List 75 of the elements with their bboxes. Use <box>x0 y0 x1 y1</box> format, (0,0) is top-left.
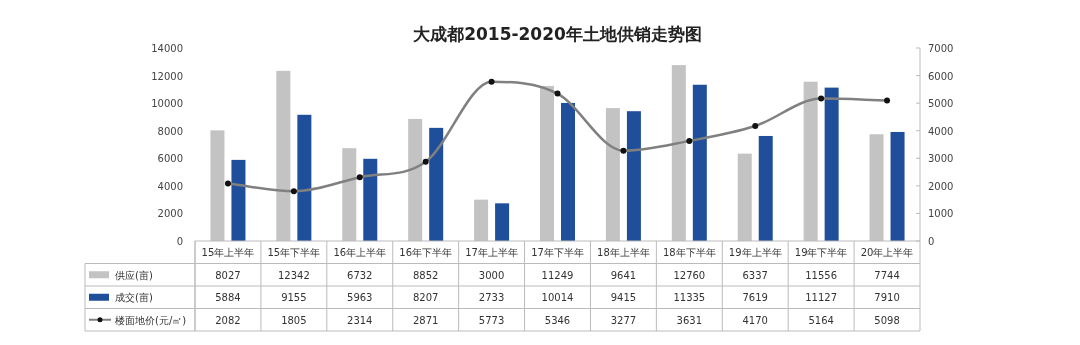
y2-tick-label: 1000 <box>928 208 954 220</box>
x-tick-label: 18年下半年 <box>662 247 716 258</box>
x-tick-label: 15年上半年 <box>201 247 255 258</box>
data-label: 11335 <box>673 292 706 303</box>
x-tick-label: 17年上半年 <box>465 247 518 258</box>
data-label: 5346 <box>544 314 571 326</box>
data-label: 8027 <box>215 269 241 281</box>
data-label: 8207 <box>412 292 439 303</box>
data-label: 9415 <box>610 292 637 303</box>
data-label: 8852 <box>412 269 439 281</box>
y-tick-label: 8000 <box>157 125 183 137</box>
data-label: 12342 <box>277 269 310 281</box>
data-label: 11556 <box>805 269 838 281</box>
x-tick-label: 16年下半年 <box>399 247 453 258</box>
y-tick-label: 10000 <box>151 98 183 110</box>
bar <box>495 203 510 241</box>
data-label: 1805 <box>281 314 307 326</box>
bar <box>890 131 905 241</box>
bar <box>692 84 707 241</box>
x-tick-label: 19年下半年 <box>794 247 848 258</box>
legend-label: 楼面地价(元/㎡) <box>115 314 187 326</box>
y-tick-label: 6000 <box>157 153 183 165</box>
bar <box>429 127 444 241</box>
y2-tick-label: 5000 <box>928 98 954 110</box>
bar <box>231 159 246 241</box>
x-tick-label: 20年上半年 <box>860 247 914 258</box>
y2-tick-label: 7000 <box>928 43 954 54</box>
y2-tick-label: 6000 <box>928 70 954 82</box>
data-label: 6732 <box>347 269 373 281</box>
data-label: 3277 <box>610 314 637 326</box>
data-label: 11249 <box>541 269 574 281</box>
data-label: 11127 <box>805 292 838 303</box>
data-label: 4170 <box>742 314 768 326</box>
legend-label: 成交(亩) <box>115 292 153 303</box>
chart-title: 大成都2015-2020年土地供销走势图 <box>413 24 702 44</box>
x-tick-label: 17年下半年 <box>531 247 584 258</box>
y2-tick-label: 3000 <box>928 153 954 165</box>
y2-tick-label: 0 <box>928 236 935 247</box>
data-label: 6337 <box>742 269 768 281</box>
data-label: 9155 <box>281 292 307 303</box>
data-label: 5098 <box>874 314 900 326</box>
data-label: 7619 <box>742 292 768 303</box>
data-label: 5884 <box>215 292 241 303</box>
data-label: 7744 <box>874 269 900 281</box>
bar <box>758 135 773 241</box>
bar <box>626 111 641 241</box>
y2-tick-label: 2000 <box>928 180 954 192</box>
data-label: 2082 <box>215 314 241 326</box>
data-label: 2314 <box>347 314 373 326</box>
bar <box>824 87 839 241</box>
data-label: 5773 <box>478 314 505 326</box>
data-label: 5963 <box>347 292 373 303</box>
x-tick-label: 15年下半年 <box>267 247 321 258</box>
y2-tick-label: 4000 <box>928 125 954 137</box>
x-tick-label: 16年上半年 <box>333 247 387 258</box>
data-label: 5164 <box>808 314 834 326</box>
data-label: 3000 <box>478 269 505 281</box>
data-label: 9641 <box>610 269 637 281</box>
legend-label: 供应(亩) <box>115 269 153 281</box>
bar <box>363 158 378 241</box>
bar <box>297 114 312 241</box>
data-label: 2871 <box>412 314 439 326</box>
y-tick-label: 2000 <box>157 208 183 220</box>
y-tick-label: 0 <box>176 236 183 247</box>
bar <box>561 102 575 241</box>
x-tick-label: 18年上半年 <box>597 247 650 258</box>
data-label: 2733 <box>478 292 505 303</box>
data-label: 10014 <box>541 292 574 303</box>
y-tick-label: 12000 <box>151 70 183 82</box>
y-tick-label: 4000 <box>157 180 183 192</box>
y-tick-label: 14000 <box>151 43 183 54</box>
data-label: 12760 <box>673 269 706 281</box>
data-label: 7910 <box>874 292 900 303</box>
x-tick-label: 19年上半年 <box>728 247 782 258</box>
data-label: 3631 <box>676 314 703 326</box>
